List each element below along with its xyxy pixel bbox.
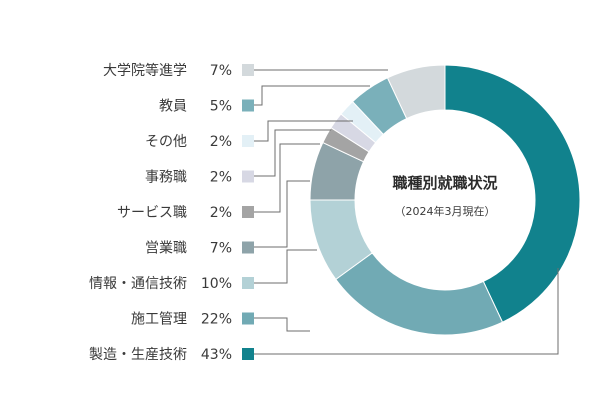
chart-title: 職種別就職状況 (392, 174, 497, 192)
leader-lines (254, 69, 559, 355)
legend-swatch (242, 64, 254, 76)
legend-label: サービス職 (117, 205, 187, 221)
leader-line (254, 85, 370, 106)
legend-percent: 7% (210, 241, 232, 257)
legend-percent: 2% (210, 170, 232, 186)
legend-label: その他 (145, 134, 187, 150)
donut-slice (444, 64, 581, 323)
legend-label: 事務職 (145, 170, 187, 186)
leader-line (254, 180, 310, 248)
donut-slice (386, 64, 446, 120)
donut-slices (309, 64, 581, 336)
legend: 7% 大学院等進学 5% 教員 2% その他 2% 事務職 2% サービス職 7% 営業職 10% 情報・… (89, 62, 254, 363)
legend-swatch (242, 241, 254, 254)
legend-swatch (242, 135, 254, 147)
leader-line (254, 120, 353, 142)
legend-percent: 43% (201, 347, 232, 363)
legend-swatch (242, 277, 254, 289)
legend-percent: 2% (210, 134, 232, 150)
legend-swatch (242, 206, 254, 218)
leader-line (254, 317, 310, 332)
legend-percent: 5% (210, 99, 232, 115)
leader-line (254, 268, 559, 355)
legend-label: 情報・通信技術 (89, 276, 187, 292)
donut-slice (335, 252, 504, 336)
legend-label: 製造・生産技術 (89, 347, 187, 363)
legend-swatch (242, 99, 254, 112)
legend-label: 教員 (159, 99, 187, 115)
legend-swatch (242, 348, 254, 360)
leader-line (254, 129, 331, 177)
legend-swatch (242, 170, 254, 183)
chart-subtitle: （2024年3月現在） (395, 204, 496, 218)
legend-label: 大学院等進学 (103, 62, 187, 79)
legend-percent: 22% (201, 312, 232, 328)
legend-label: 営業職 (145, 241, 187, 257)
legend-label: 施工管理 (131, 312, 187, 328)
legend-percent: 2% (210, 205, 232, 221)
legend-swatch (242, 312, 254, 325)
leader-line (254, 143, 320, 213)
legend-percent: 7% (210, 63, 232, 79)
legend-percent: 10% (201, 276, 232, 292)
leader-line (254, 249, 317, 284)
